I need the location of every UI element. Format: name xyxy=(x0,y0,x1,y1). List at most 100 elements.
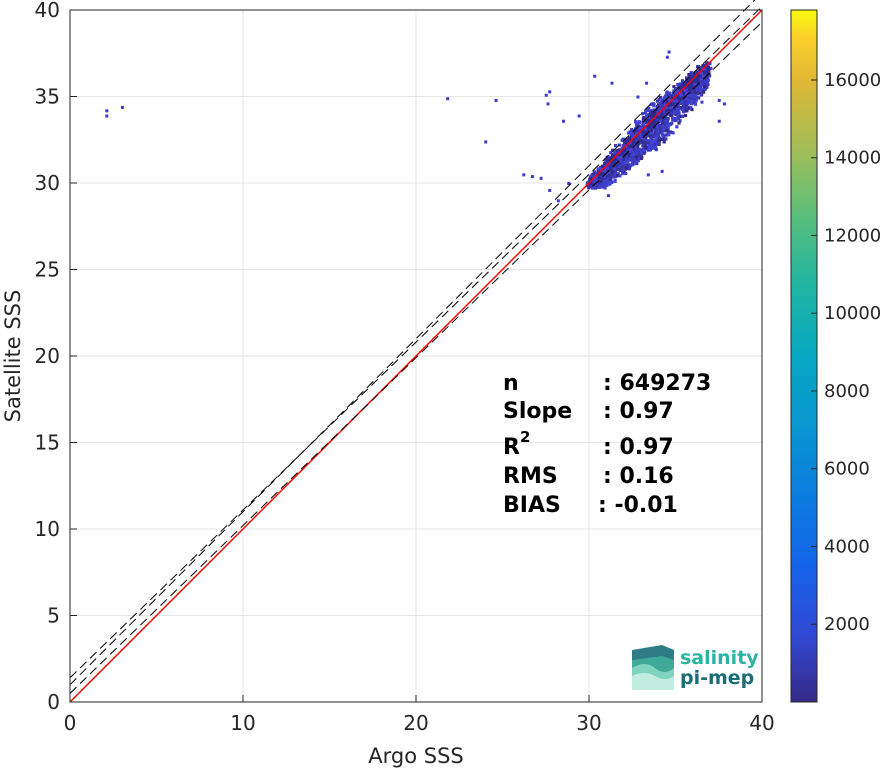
density-cell xyxy=(664,95,668,99)
density-cell xyxy=(649,144,654,148)
density-cell xyxy=(667,91,671,96)
density-core-cell xyxy=(600,177,604,181)
density-core-cell xyxy=(690,79,694,83)
density-cell xyxy=(692,95,696,99)
y-tick-label: 20 xyxy=(35,344,60,368)
density-cell xyxy=(658,103,662,107)
outlier-point xyxy=(544,93,548,97)
density-core-cell xyxy=(690,76,694,80)
density-cell xyxy=(635,125,639,129)
y-axis-label: Satellite SSS xyxy=(1,290,25,423)
density-cell xyxy=(636,123,640,127)
outlier-point xyxy=(645,81,649,85)
colorbar-tick-label: 14000 xyxy=(824,148,881,169)
density-core-cell xyxy=(707,68,711,72)
density-core-cell xyxy=(699,77,703,81)
density-core-cell xyxy=(610,167,614,171)
density-cell xyxy=(702,85,707,89)
density-core-cell xyxy=(691,85,695,89)
density-core-cell xyxy=(628,136,632,140)
density-core-cell xyxy=(709,66,713,70)
density-cell xyxy=(625,159,629,163)
density-core-cell xyxy=(638,131,642,135)
logo-text-salinity: salinity xyxy=(680,647,759,669)
density-cell xyxy=(635,145,639,149)
density-cell xyxy=(603,178,608,182)
density-core-cell xyxy=(656,113,660,117)
density-cell xyxy=(653,125,657,130)
stat-slope-value: : 0.97 xyxy=(603,399,674,424)
density-core-cell xyxy=(625,150,629,154)
density-core-cell xyxy=(603,170,607,174)
density-core-cell xyxy=(669,106,673,110)
density-cell xyxy=(687,72,691,77)
density-core-cell xyxy=(635,141,639,145)
density-core-cell xyxy=(640,136,644,140)
density-core-cell xyxy=(650,129,654,133)
density-core-cell xyxy=(616,156,620,160)
density-core-cell xyxy=(700,72,704,76)
density-core-cell xyxy=(673,99,677,103)
stat-r2-value: : 0.97 xyxy=(603,435,674,460)
density-cell xyxy=(696,65,700,69)
density-cloud xyxy=(105,50,726,203)
density-core-cell xyxy=(634,136,638,140)
density-core-cell xyxy=(599,167,603,171)
density-cell xyxy=(703,77,707,81)
density-core-cell xyxy=(623,150,627,154)
density-cell xyxy=(681,103,685,108)
density-cell xyxy=(642,140,646,145)
density-cell xyxy=(687,92,692,97)
outlier-point xyxy=(105,114,109,118)
density-cell xyxy=(624,166,628,170)
density-core-cell xyxy=(629,147,633,151)
x-axis: 0 10 20 30 40 xyxy=(64,695,775,735)
density-cell xyxy=(677,121,681,125)
density-cell xyxy=(656,130,660,134)
density-cell xyxy=(601,182,606,186)
density-core-cell xyxy=(609,164,613,168)
density-cell xyxy=(630,157,634,161)
density-core-cell xyxy=(691,75,695,79)
stat-n-value: : 649273 xyxy=(603,371,711,396)
density-cell xyxy=(669,113,673,117)
density-cell xyxy=(647,141,651,145)
outlier-point xyxy=(120,105,124,109)
density-core-cell xyxy=(606,158,610,162)
density-cell xyxy=(608,178,612,182)
density-cell xyxy=(605,175,609,179)
density-core-cell xyxy=(693,74,697,78)
density-cell xyxy=(657,138,661,143)
density-cell xyxy=(640,134,644,138)
density-core-cell xyxy=(634,130,638,134)
density-core-cell xyxy=(591,176,595,180)
density-cell xyxy=(614,143,618,148)
density-cell xyxy=(627,131,631,135)
density-core-cell xyxy=(600,166,604,170)
density-cell xyxy=(611,148,615,152)
density-cell xyxy=(597,182,601,186)
density-cell xyxy=(676,110,680,114)
density-core-cell xyxy=(621,158,625,162)
density-cell xyxy=(653,139,657,143)
density-core-cell xyxy=(613,151,617,155)
density-cell xyxy=(660,131,664,135)
density-core-cell xyxy=(688,86,692,90)
outlier-point xyxy=(607,194,611,198)
density-core-cell xyxy=(687,88,691,92)
density-core-cell xyxy=(671,105,675,109)
density-core-cell xyxy=(655,108,659,112)
density-cell xyxy=(609,173,613,178)
density-cell xyxy=(690,107,694,112)
density-core-cell xyxy=(655,114,659,118)
density-cell xyxy=(665,123,669,128)
outlier-point xyxy=(567,182,571,185)
density-cell xyxy=(660,121,664,125)
outlier-point xyxy=(522,173,526,177)
density-core-cell xyxy=(626,152,630,156)
density-cell xyxy=(681,110,686,114)
density-cell xyxy=(669,97,673,101)
density-cell xyxy=(586,183,590,187)
density-cell xyxy=(675,125,679,129)
density-cell xyxy=(617,164,621,169)
